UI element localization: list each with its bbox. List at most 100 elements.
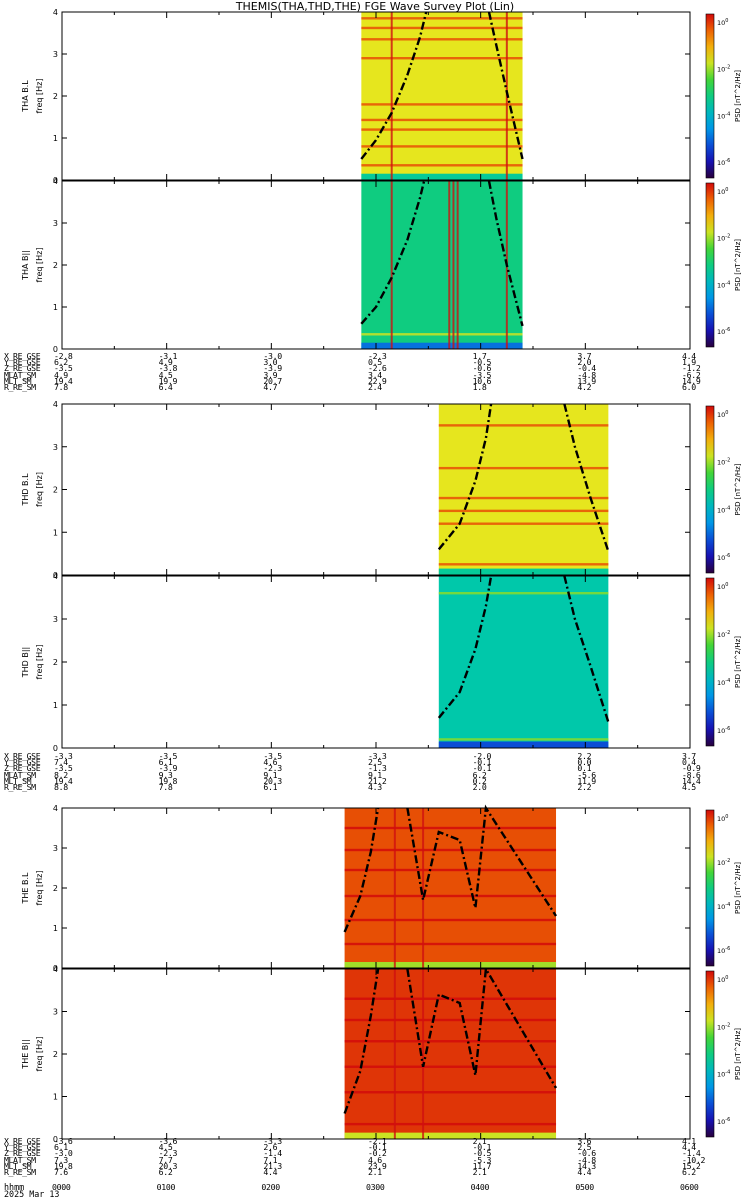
colorbar-tick-exponent: -2: [725, 234, 730, 240]
colorbar-tick-exponent: 0: [725, 814, 728, 820]
low-frequency-band: [438, 741, 609, 748]
ephemeris-value: 7.1: [263, 1154, 278, 1165]
gyrofrequency-curve: [343, 807, 380, 933]
ephemeris-value: 14.9: [682, 375, 701, 386]
vertical-spike: [390, 12, 393, 180]
ephemeris-value: 6.1: [263, 782, 278, 792]
colorbar-tick-label: 10-4: [717, 505, 730, 514]
ephemeris-value: 0.5: [368, 357, 382, 368]
colorbar-tick-label: 100: [717, 18, 728, 27]
gyrofrequency-curve: [360, 11, 428, 160]
y-tick-label: 4: [53, 804, 58, 813]
low-frequency-band: [361, 173, 523, 180]
ephemeris-row-label: MLT_SM: [4, 375, 32, 386]
colorbar-label: PSD [nT^2/Hz]: [734, 862, 742, 914]
ephemeris-value: 4.1: [682, 1136, 696, 1146]
colorbar-tick-exponent: 0: [725, 187, 728, 193]
ephemeris-value: 4.2: [577, 382, 592, 392]
ephemeris-value: 6.4: [158, 382, 173, 392]
ephemeris-value: 2.4: [368, 382, 382, 392]
ephemeris-value: 4.4: [263, 1167, 278, 1177]
y-axis-probe-label: THE B.L: [21, 872, 30, 905]
ephemeris-value: 3.4: [368, 369, 382, 380]
colorbar: [705, 13, 715, 179]
ephemeris-value: 8.8: [54, 782, 68, 792]
colorbar: [705, 405, 715, 574]
y-axis-probe-label: THD B||: [21, 647, 30, 678]
ephemeris-value: 4.7: [263, 382, 278, 392]
y-tick-label: 0: [53, 571, 58, 580]
y-tick-label: 4: [53, 965, 58, 974]
ephemeris-value: -2.3: [263, 763, 282, 774]
ephemeris-row-label: MLT_SM: [4, 1160, 32, 1171]
y-tick-label: 0: [53, 176, 58, 185]
spectral-line: [438, 592, 609, 595]
vertical-spike: [422, 969, 425, 1139]
vertical-spike: [390, 181, 393, 349]
vertical-spike: [456, 181, 459, 349]
ephemeris-value: 20.3: [158, 1160, 178, 1171]
spectral-line: [361, 128, 523, 131]
vertical-spike: [393, 808, 396, 968]
ephemeris-value: -3.5: [54, 763, 73, 774]
colorbar-tick-label: 10-6: [717, 553, 730, 562]
colorbar-label: PSD [nT^2/Hz]: [734, 636, 742, 688]
colorbar-tick-label: 10-2: [717, 65, 730, 74]
ephemeris-value: 0.1: [577, 763, 592, 774]
ephemeris-value: 7.7: [158, 1154, 173, 1165]
ephemeris-value: 13.9: [577, 375, 596, 386]
panel-thdbl: 0 1 2 3 4 THD B.L freq [Hz] 100 10-2 10-4 10-6 PSD …: [21, 400, 742, 580]
colorbar-tick-label: 10-6: [717, 158, 730, 167]
x-tick-label: 0000: [52, 1182, 71, 1192]
y-tick-label: 2: [53, 658, 58, 667]
ephemeris-value: 19.4: [54, 375, 73, 386]
ephemeris-value: 20.3: [263, 775, 282, 786]
y-tick-label: 1: [53, 303, 58, 312]
colorbar-tick-label: 10-6: [717, 726, 730, 735]
ephemeris-value: 20.7: [263, 375, 282, 386]
colorbar-tick-label: 100: [717, 187, 728, 196]
ephemeris-value: 7.8: [54, 382, 68, 392]
spectral-line: [438, 466, 609, 470]
ephemeris-value: 4.6: [263, 757, 278, 768]
ephemeris-value: -3.1: [158, 351, 178, 361]
ephemeris-value: -1.4: [682, 1148, 701, 1159]
colorbar-tick-label: 100: [717, 814, 728, 823]
ephemeris-value: -0.5: [472, 357, 492, 368]
vertical-spike: [448, 181, 451, 349]
y-axis-probe-label: THE B||: [21, 1039, 30, 1069]
colorbar-tick-exponent: -6: [725, 158, 730, 164]
ephemeris-row-label: MLAT_SM: [4, 369, 36, 380]
colorbar: [705, 182, 715, 348]
y-tick-label: 3: [53, 844, 58, 853]
colorbar-tick-exponent: -6: [725, 553, 730, 559]
y-tick-label: 1: [53, 528, 58, 537]
ephemeris-value: -0.1: [472, 763, 492, 774]
colorbar-tick-exponent: -4: [725, 280, 730, 286]
y-tick-label: 0: [53, 345, 58, 354]
ephemeris-value: 7.8: [158, 782, 173, 792]
ephemeris-value: -3.0: [263, 351, 282, 361]
ephemeris-row-label: R_RE_SM: [4, 382, 36, 392]
ephemeris-value: 4.5: [158, 1142, 173, 1153]
ephemeris-value: -3.6: [158, 1136, 178, 1146]
y-axis-freq-label: freq [Hz]: [35, 248, 44, 283]
spectral-line: [344, 1040, 557, 1043]
panel-thabl: 0 1 2 3 4 THA B.L freq [Hz] 100 10-2 10-4 10-6 PSD …: [21, 8, 742, 185]
colorbar-tick-exponent: 0: [725, 18, 728, 24]
ephemeris-value: -1.3: [368, 763, 387, 774]
ephemeris-row-label: X_RE_GSE: [4, 351, 41, 361]
ephemeris-value: 4.4: [577, 1167, 592, 1177]
spectral-line: [361, 333, 523, 336]
colorbar-tick-exponent: -6: [725, 946, 730, 952]
ephemeris-value: 1.9: [682, 357, 696, 368]
ephemeris-row-label: MLAT_SM: [4, 769, 36, 780]
ephemeris-value: 15.2: [682, 1160, 701, 1171]
y-axis-probe-label: THA B||: [21, 250, 30, 281]
ephemeris-row-label: X_RE_GSE: [4, 751, 41, 761]
ephemeris-value: -0.1: [368, 1142, 387, 1153]
colorbar-tick-exponent: -4: [725, 678, 730, 684]
ephemeris-value: 2.5: [368, 757, 382, 768]
gyrofrequency-curve: [437, 575, 493, 719]
ephemeris-value: 23.9: [368, 1160, 387, 1171]
